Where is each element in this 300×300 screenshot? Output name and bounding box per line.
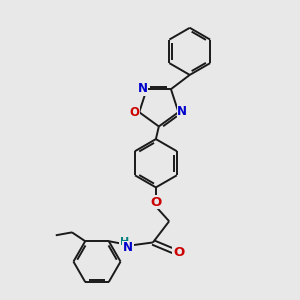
Text: H: H xyxy=(120,237,129,247)
Text: O: O xyxy=(150,196,161,208)
Text: N: N xyxy=(123,241,133,254)
Text: N: N xyxy=(138,82,148,95)
Text: N: N xyxy=(177,105,187,118)
Text: O: O xyxy=(130,106,140,119)
Text: O: O xyxy=(173,246,184,259)
